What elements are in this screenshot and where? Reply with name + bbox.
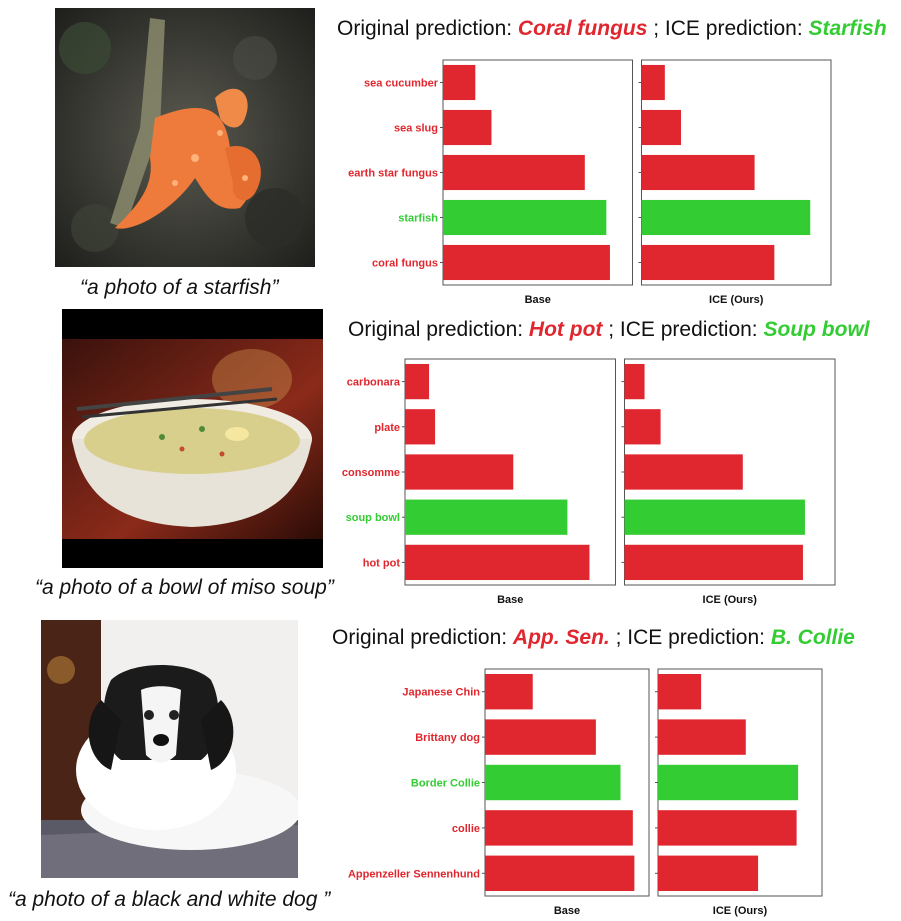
series-axis-label: Base xyxy=(497,594,523,606)
series-axis-label: Base xyxy=(525,294,551,306)
original-prediction-label: Original prediction: xyxy=(348,318,529,341)
bar-sea-cucumber xyxy=(443,64,476,101)
category-label: sea slug xyxy=(394,123,438,135)
bar-appenzeller-sennenhund xyxy=(658,855,759,892)
series-axis-label: ICE (Ours) xyxy=(709,294,764,306)
category-label: Appenzeller Sennenhund xyxy=(348,868,480,880)
original-prediction-value: Coral fungus xyxy=(517,17,648,40)
bar-sea-cucumber xyxy=(641,64,665,101)
category-label: starfish xyxy=(398,213,438,225)
bar-earth-star-fungus xyxy=(443,154,585,191)
caption-soup: “a photo of a bowl of miso soup” xyxy=(35,576,334,599)
series-axis-label: ICE (Ours) xyxy=(713,905,768,917)
bar-plate xyxy=(405,409,436,445)
category-label: soup bowl xyxy=(346,512,400,524)
bar-collie xyxy=(658,810,797,846)
bar-coral-fungus xyxy=(641,244,775,281)
headline-soup: Original prediction: Hot pot ; ICE predi… xyxy=(348,318,870,342)
series-axis-label: Base xyxy=(554,905,580,917)
original-prediction-label: Original prediction: xyxy=(332,626,513,649)
bar-brittany-dog xyxy=(658,719,746,755)
headline-dog: Original prediction: App. Sen. ; ICE pre… xyxy=(332,626,855,650)
bar-soup-bowl xyxy=(624,499,805,535)
dog-image xyxy=(41,620,298,878)
bar-starfish xyxy=(443,199,607,236)
bar-consomme xyxy=(405,454,514,490)
dog-photo xyxy=(41,620,298,878)
starfish-photo xyxy=(55,8,315,267)
category-label: plate xyxy=(374,422,400,434)
bar-soup-bowl xyxy=(405,499,568,535)
bar-hot-pot xyxy=(405,544,590,581)
category-label: hot pot xyxy=(363,557,401,569)
ice-prediction-value: B. Collie xyxy=(770,626,855,649)
bar-border-collie xyxy=(658,764,799,801)
bar-sea-slug xyxy=(443,109,492,146)
bar-japanese-chin xyxy=(485,673,533,710)
bar-starfish xyxy=(641,199,811,236)
bar-carbonara xyxy=(624,363,645,400)
category-label: collie xyxy=(452,823,480,835)
bar-carbonara xyxy=(405,363,430,400)
ice-prediction-label: ; ICE prediction: xyxy=(602,318,764,341)
starfish-image xyxy=(55,8,315,267)
series-axis-label: ICE (Ours) xyxy=(703,594,758,606)
soup-image xyxy=(62,309,323,568)
bar-consomme xyxy=(624,454,743,490)
caption-dog: “a photo of a black and white dog ” xyxy=(8,888,331,911)
bar-coral-fungus xyxy=(443,244,610,281)
category-label: Brittany dog xyxy=(415,732,480,744)
soup-photo xyxy=(62,309,323,568)
caption-starfish: “a photo of a starfish” xyxy=(80,276,279,299)
ice-prediction-value: Soup bowl xyxy=(763,318,870,341)
ice-prediction-label: ; ICE prediction: xyxy=(609,626,771,649)
category-label: Border Collie xyxy=(411,778,480,790)
original-prediction-label: Original prediction: xyxy=(337,17,518,40)
bar-sea-slug xyxy=(641,109,681,146)
headline-starfish: Original prediction: Coral fungus ; ICE … xyxy=(337,17,887,41)
bar-border-collie xyxy=(485,764,621,801)
category-label: sea cucumber xyxy=(364,78,439,90)
original-prediction-value: App. Sen. xyxy=(512,626,610,649)
bar-earth-star-fungus xyxy=(641,154,755,191)
bar-hot-pot xyxy=(624,544,803,581)
bar-appenzeller-sennenhund xyxy=(485,855,635,892)
bar-japanese-chin xyxy=(658,673,702,710)
bar-collie xyxy=(485,810,633,846)
category-label: earth star fungus xyxy=(348,168,438,180)
original-prediction-value: Hot pot xyxy=(528,318,603,341)
category-label: Japanese Chin xyxy=(402,687,480,699)
category-label: coral fungus xyxy=(372,258,438,270)
bar-brittany-dog xyxy=(485,719,596,755)
category-label: consomme xyxy=(342,467,400,479)
category-label: carbonara xyxy=(347,377,401,389)
ice-prediction-value: Starfish xyxy=(808,17,887,40)
bar-plate xyxy=(624,409,661,445)
ice-prediction-label: ; ICE prediction: xyxy=(647,17,809,40)
